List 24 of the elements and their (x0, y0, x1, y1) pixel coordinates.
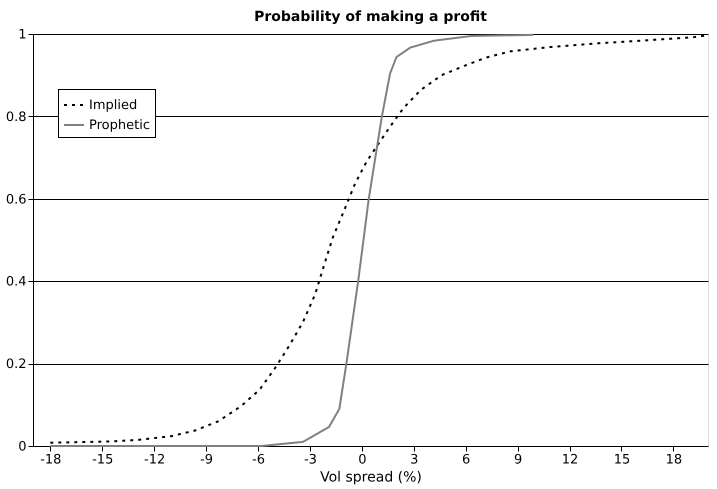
y-tick-label: 0.6 (6, 192, 26, 208)
x-tick-label: 12 (562, 452, 578, 468)
line-series (49, 34, 534, 447)
x-tick-label: 18 (666, 452, 682, 468)
y-tick-label: 0.4 (6, 274, 26, 290)
x-tick-label: -9 (200, 452, 214, 468)
x-tick-label: -12 (144, 452, 166, 468)
x-tick-label: 3 (410, 452, 418, 468)
chart-title: Probability of making a profit (254, 9, 488, 25)
x-tick-label: 6 (462, 452, 470, 468)
y-tick-label: 0 (18, 440, 26, 454)
x-tick-label: -15 (92, 452, 114, 468)
y-tick-label: 0.2 (6, 357, 26, 372)
x-tick-label: -18 (40, 452, 62, 468)
y-tick-label: 1 (18, 28, 26, 42)
y-tick-label: 0.8 (6, 110, 26, 125)
x-tick-label: 15 (614, 452, 630, 468)
x-axis-title: Vol spread (%) (320, 470, 422, 486)
x-tick-label: -6 (252, 452, 265, 468)
x-tick-label: -3 (304, 452, 317, 468)
x-tick-label: 9 (514, 452, 522, 468)
x-tick-label: 0 (358, 452, 366, 468)
legend-label: Prophetic (89, 118, 150, 133)
legend-label: Implied (89, 98, 138, 113)
